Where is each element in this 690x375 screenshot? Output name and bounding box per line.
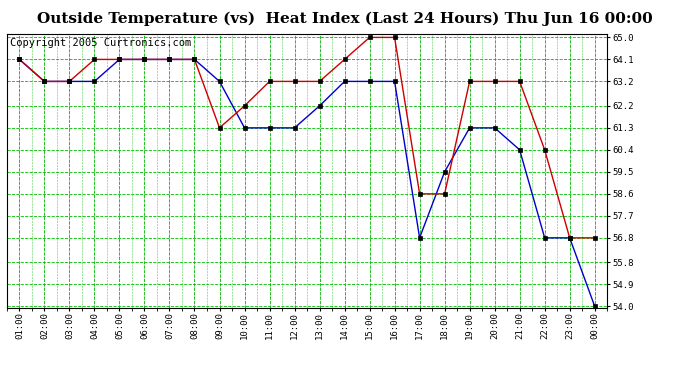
Text: Copyright 2005 Curtronics.com: Copyright 2005 Curtronics.com bbox=[10, 38, 191, 48]
Text: Outside Temperature (vs)  Heat Index (Last 24 Hours) Thu Jun 16 00:00: Outside Temperature (vs) Heat Index (Las… bbox=[37, 11, 653, 26]
